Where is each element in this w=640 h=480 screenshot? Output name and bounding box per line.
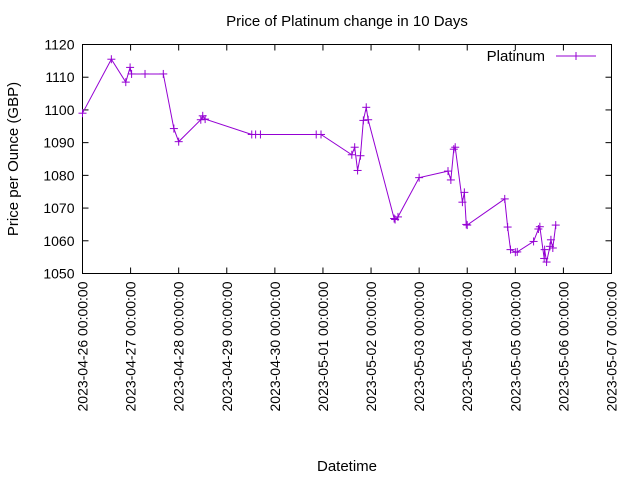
data-point	[362, 103, 371, 112]
x-tick-label: 2023-05-05 00:00:00	[507, 281, 523, 411]
data-point	[356, 151, 365, 160]
x-tick-label: 2023-04-30 00:00:00	[267, 281, 283, 411]
y-tick-label: 1060	[43, 233, 74, 249]
data-point	[350, 143, 359, 152]
y-tick-label: 1050	[43, 266, 74, 282]
data-point	[256, 130, 265, 139]
legend-marker	[572, 52, 580, 60]
x-axis-title: Datetime	[317, 458, 377, 475]
y-tick-label: 1110	[45, 69, 74, 85]
data-point	[506, 245, 515, 254]
data-point	[462, 220, 471, 229]
x-tick-label: 2023-04-27 00:00:00	[123, 281, 139, 411]
data-point	[540, 245, 549, 254]
data-point	[127, 69, 136, 78]
data-point	[449, 145, 458, 154]
x-tick-label: 2023-04-29 00:00:00	[219, 281, 235, 411]
plot-frame	[82, 44, 612, 274]
data-point	[121, 78, 130, 87]
x-axis-ticks: 2023-04-26 00:00:00 2023-04-27 00:00:00 20…	[75, 44, 620, 412]
x-tick-label: 2023-04-26 00:00:00	[75, 281, 91, 411]
data-point	[201, 115, 210, 124]
data-point	[141, 69, 150, 78]
data-point	[353, 166, 362, 175]
series-layer	[78, 55, 560, 267]
data-point	[500, 194, 509, 203]
series-line-platinum	[82, 58, 557, 263]
data-point	[107, 55, 116, 64]
data-point	[196, 115, 205, 124]
y-axis-title: Price per Ounce (GBP)	[5, 82, 22, 236]
data-point	[126, 63, 135, 72]
data-point	[529, 237, 538, 246]
data-point	[359, 116, 368, 125]
data-point	[451, 143, 460, 152]
x-tick-label: 2023-05-01 00:00:00	[315, 281, 331, 411]
data-point	[551, 221, 560, 230]
y-tick-label: 1090	[43, 135, 74, 151]
x-tick-label: 2023-05-03 00:00:00	[411, 281, 427, 411]
data-point	[546, 235, 555, 244]
data-point	[159, 69, 168, 78]
data-point	[415, 173, 424, 182]
y-tick-label: 1080	[43, 167, 74, 183]
data-point	[513, 247, 522, 256]
data-point	[390, 214, 399, 223]
x-tick-label: 2023-05-06 00:00:00	[555, 281, 571, 411]
x-tick-label: 2023-05-07 00:00:00	[604, 281, 620, 411]
data-point	[446, 175, 455, 184]
y-tick-label: 1100	[44, 102, 74, 118]
data-point	[78, 109, 87, 118]
data-point	[364, 115, 373, 124]
data-point	[317, 130, 326, 139]
data-point	[503, 223, 512, 232]
y-axis-ticks: 1050 1060 1070 1080 1090 1100 1110 1120	[43, 37, 612, 282]
legend-label: Platinum	[487, 48, 545, 65]
y-tick-label: 1070	[43, 200, 74, 216]
x-tick-label: 2023-04-28 00:00:00	[171, 281, 187, 411]
legend: Platinum	[487, 48, 596, 65]
data-point	[460, 188, 469, 197]
data-point	[535, 222, 544, 231]
data-point	[169, 124, 178, 133]
chart-title: Price of Platinum change in 10 Days	[226, 13, 468, 30]
data-point	[443, 167, 452, 176]
data-point	[542, 258, 551, 267]
data-point	[463, 221, 472, 230]
data-point	[174, 137, 183, 146]
y-tick-label: 1120	[44, 37, 74, 53]
data-point	[534, 225, 543, 234]
x-tick-label: 2023-05-04 00:00:00	[459, 281, 475, 411]
x-tick-label: 2023-05-02 00:00:00	[363, 281, 379, 411]
data-point	[347, 150, 356, 159]
data-point	[548, 243, 557, 252]
data-point	[393, 212, 402, 221]
data-point	[458, 198, 467, 207]
